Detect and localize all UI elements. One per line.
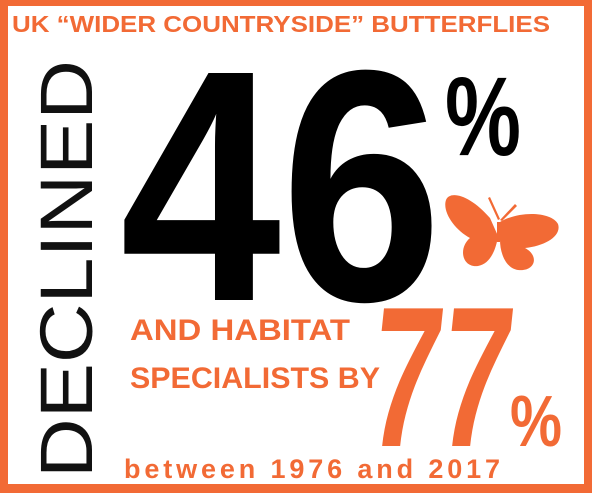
stat1-unit: %	[445, 54, 521, 179]
stat2-unit: %	[510, 382, 562, 462]
butterfly-icon	[445, 195, 559, 271]
declined-label: DECLINED	[25, 60, 108, 478]
stat1-number: 46	[120, 1, 442, 370]
subtitle-line1: AND HABITAT	[130, 314, 350, 347]
title: UK “WIDER COUNTRYSIDE” BUTTERFLIES	[12, 11, 550, 37]
stat2-number: 77	[360, 265, 523, 488]
period: between 1976 and 2017	[124, 454, 500, 484]
subtitle-line2: SPECIALISTS BY	[130, 362, 380, 395]
